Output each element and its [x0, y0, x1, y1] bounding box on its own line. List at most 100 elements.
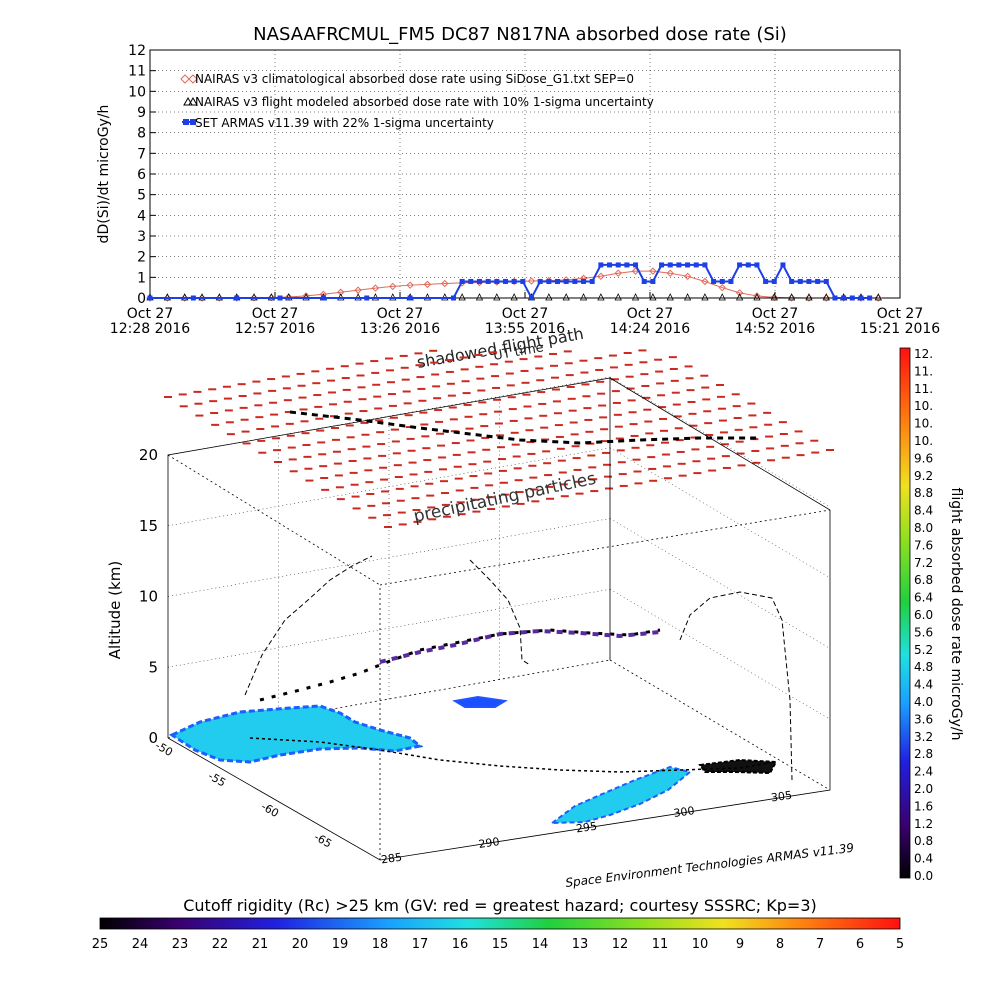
altitude-trace — [244, 555, 793, 781]
data-point — [423, 280, 432, 289]
x-tick-label-date: Oct 27 — [377, 306, 423, 322]
colorbar-tick-label: 9.6 — [914, 451, 933, 465]
data-point — [683, 293, 692, 301]
data-point — [389, 282, 397, 291]
colorbar-tick-label: 10. — [914, 417, 933, 431]
data-point — [407, 295, 413, 301]
colorbar-tick-label: 4.4 — [914, 678, 933, 692]
data-point — [649, 267, 657, 275]
data-point — [147, 295, 153, 301]
data-point — [485, 278, 491, 284]
colorbar-tick-label: 12. — [914, 347, 933, 361]
rigidity-tick-label: 24 — [132, 937, 149, 952]
data-point — [737, 262, 743, 268]
colorbar-tick-label: 3.2 — [914, 730, 933, 744]
colorbar-tick-label: 3.6 — [914, 712, 933, 726]
data-point — [867, 295, 873, 301]
precipitating-particles-cloud — [164, 349, 834, 528]
legend-item-modeled: NAIRAS v3 flight modeled absorbed dose r… — [183, 95, 654, 109]
data-point — [624, 262, 630, 268]
data-point — [701, 277, 709, 286]
x-tick-label-time: 13:55 2016 — [485, 321, 566, 337]
data-point — [527, 277, 536, 285]
colorbar-tick-label: 10. — [914, 399, 933, 413]
data-point — [545, 293, 553, 301]
legend: NAIRAS v3 climatological absorbed dose r… — [180, 72, 654, 130]
x-tick-label-date: Oct 27 — [877, 306, 923, 322]
colorbar-tick-label: 0.8 — [914, 834, 933, 848]
colorbar-tick-label: 1.6 — [914, 799, 933, 813]
data-point — [597, 293, 605, 301]
z-gridline — [167, 518, 611, 597]
data-point — [735, 289, 744, 297]
colorbar-label: flight absorbed dose rate microGy/h — [948, 488, 964, 741]
y-tick-label: 5 — [137, 188, 146, 204]
data-point — [667, 262, 673, 268]
colorbar-tick-label: 11. — [914, 364, 933, 378]
data-point — [849, 295, 855, 301]
flight-track-shadow — [259, 628, 661, 702]
data-point — [354, 286, 362, 294]
rigidity-tick-label: 11 — [652, 937, 669, 952]
data-point — [806, 278, 812, 284]
data-point — [614, 293, 622, 301]
rigidity-tick-label: 17 — [412, 937, 429, 952]
data-point — [780, 262, 786, 268]
dose-rate-colorbar: 12. 11. 11. 10. 10. 10. 9.6 9.2 8.8 8.4 8.0 7.6 7.2 6… — [899, 347, 964, 883]
data-point — [770, 293, 778, 301]
data-point — [511, 278, 517, 284]
data-point — [520, 278, 526, 284]
colorbar-tick-label: 11. — [914, 382, 933, 396]
data-point — [450, 295, 456, 301]
legend-label: NAIRAS v3 flight modeled absorbed dose r… — [195, 95, 654, 109]
series-measured — [147, 262, 873, 301]
data-point — [874, 293, 882, 301]
y-tick-label: 11 — [128, 64, 146, 80]
data-point — [579, 293, 588, 301]
data-point — [841, 295, 847, 301]
cutoff-rigidity-title: Cutoff rigidity (Rc) >25 km (GV: red = g… — [183, 896, 817, 915]
data-point — [234, 295, 240, 301]
rigidity-tick-label: 15 — [492, 937, 509, 952]
z-gridline — [609, 447, 831, 578]
data-point — [650, 278, 656, 284]
colorbar-tick-label: 10. — [914, 434, 933, 448]
x-tick-label-time: 15:21 2016 — [860, 321, 941, 337]
latitude-tick-label: -55 — [206, 769, 228, 789]
rigidity-tick-label: 18 — [372, 937, 389, 952]
colorbar-tick-label: 2.4 — [914, 765, 933, 779]
data-point — [805, 293, 813, 301]
rigidity-tick-label: 7 — [816, 937, 824, 952]
rigidity-tick-label: 21 — [252, 937, 269, 952]
colorbar-tick-label: 4.8 — [914, 660, 933, 674]
longitude-tick-label: 290 — [478, 835, 501, 851]
series-climatological — [146, 267, 883, 302]
data-point — [676, 262, 682, 268]
y-tick-label: 10 — [128, 84, 146, 100]
precipitating-particles-label: precipitating particles — [412, 469, 598, 527]
latitude-tick-label: -65 — [312, 830, 334, 850]
x-tick-label-time: 13:26 2016 — [360, 321, 441, 337]
ground-track — [249, 737, 776, 773]
data-point — [666, 269, 674, 277]
data-point — [666, 293, 674, 301]
data-point — [562, 293, 570, 301]
y-axis-label: dD(Si)/dt microGy/h — [96, 105, 112, 244]
data-point — [337, 288, 345, 296]
z-gridline — [167, 589, 611, 668]
flight-track — [244, 555, 793, 781]
rigidity-gradient — [99, 917, 901, 930]
y-tick-label: 8 — [137, 126, 146, 142]
rigidity-tick-label: 14 — [532, 937, 549, 952]
rigidity-tick-label: 8 — [776, 937, 784, 952]
rigidity-tick-label: 10 — [692, 937, 709, 952]
rigidity-tick-label: 13 — [572, 937, 589, 952]
rigidity-tick-label: 25 — [92, 937, 109, 952]
z-gridline — [609, 518, 831, 649]
altitude-tick-label: 10 — [139, 588, 158, 606]
data-point — [476, 278, 482, 284]
x-tick-label-date: Oct 27 — [127, 306, 173, 322]
colorbar-tick-label: 7.6 — [914, 538, 933, 552]
z-gridline — [609, 589, 831, 720]
data-point — [701, 293, 709, 301]
